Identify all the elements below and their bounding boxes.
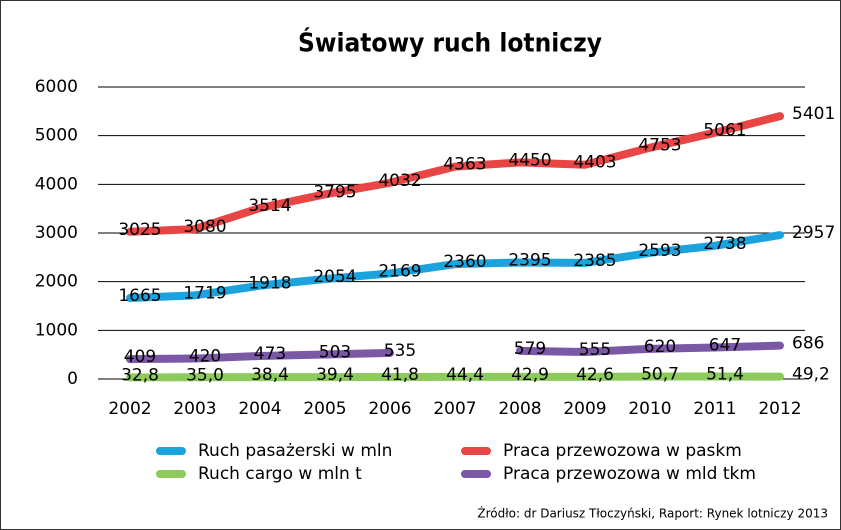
data-label: 44,4 [446, 365, 484, 385]
x-tick-label: 2004 [238, 399, 281, 419]
data-label: 32,8 [121, 365, 159, 385]
data-label: 49,2 [792, 365, 830, 385]
y-tick-label: 4000 [35, 174, 78, 194]
data-label: 4753 [638, 136, 681, 156]
series-line [126, 341, 784, 364]
data-label: 39,4 [316, 365, 354, 385]
series-line [126, 372, 784, 382]
data-label: 3514 [248, 196, 291, 216]
data-label: 503 [319, 343, 351, 363]
data-label: 2395 [508, 250, 551, 270]
data-label: 1719 [183, 283, 226, 303]
data-label: 420 [189, 347, 221, 367]
data-label: 473 [254, 344, 286, 364]
series-line [126, 231, 784, 302]
data-label: 42,9 [511, 365, 549, 385]
data-label: 555 [579, 340, 611, 360]
data-label: 2593 [638, 241, 681, 261]
data-label: 4363 [443, 155, 486, 175]
data-label: 42,6 [576, 365, 614, 385]
data-label: 2054 [313, 267, 356, 287]
x-tick-label: 2011 [693, 399, 736, 419]
x-tick-label: 2010 [628, 399, 671, 419]
x-tick-label: 2008 [498, 399, 541, 419]
source: Źródło: dr Dariusz Tłoczyński, Raport: R… [477, 506, 828, 521]
data-label: 686 [792, 334, 824, 354]
data-label: 35,0 [186, 365, 224, 385]
y-tick-label: 1000 [35, 320, 78, 340]
data-label: 647 [709, 336, 741, 356]
x-tick-label: 2003 [173, 399, 216, 419]
x-tick-label: 2009 [563, 399, 606, 419]
data-label: 2360 [443, 252, 486, 272]
data-label: 2385 [573, 251, 616, 271]
legend-label: Ruch pasażerski w mln [198, 441, 392, 461]
data-label: 620 [644, 337, 676, 357]
y-tick-label: 5000 [35, 126, 78, 146]
data-label: 4032 [378, 171, 421, 191]
data-label: 41,8 [381, 365, 419, 385]
x-tick-label: 2007 [433, 399, 476, 419]
data-label: 4450 [508, 150, 551, 170]
data-label: 3025 [118, 220, 161, 240]
data-label: 409 [124, 347, 156, 367]
data-label: 4403 [573, 153, 616, 173]
y-tick-label: 0 [67, 369, 78, 389]
x-tick-label: 2006 [368, 399, 411, 419]
data-label: 535 [384, 341, 416, 361]
chart-title: Światowy ruch lotniczy [298, 27, 602, 59]
data-label: 1665 [118, 286, 161, 306]
data-label: 1918 [248, 274, 291, 294]
y-tick-label: 3000 [35, 223, 78, 243]
data-label: 3795 [313, 182, 356, 202]
legend-label: Praca przewozowa w mld tkm [503, 464, 756, 484]
x-tick-label: 2002 [108, 399, 151, 419]
data-label: 38,4 [251, 365, 289, 385]
data-label: 2957 [792, 223, 835, 243]
series-line [126, 112, 784, 236]
legend-label: Praca przewozowa w paskm [503, 441, 742, 461]
data-label: 51,4 [706, 364, 744, 384]
data-label: 3080 [183, 217, 226, 237]
data-label: 5401 [792, 104, 835, 124]
data-label: 50,7 [641, 365, 679, 385]
x-tick-label: 2005 [303, 399, 346, 419]
legend-label: Ruch cargo w mln t [198, 464, 362, 484]
data-label: 579 [514, 339, 546, 359]
x-tick-label: 2012 [758, 399, 801, 419]
data-label: 2169 [378, 261, 421, 281]
data-label: 2738 [703, 234, 746, 254]
y-tick-label: 6000 [35, 77, 78, 97]
data-label: 5061 [703, 121, 746, 141]
y-tick-label: 2000 [35, 272, 78, 292]
